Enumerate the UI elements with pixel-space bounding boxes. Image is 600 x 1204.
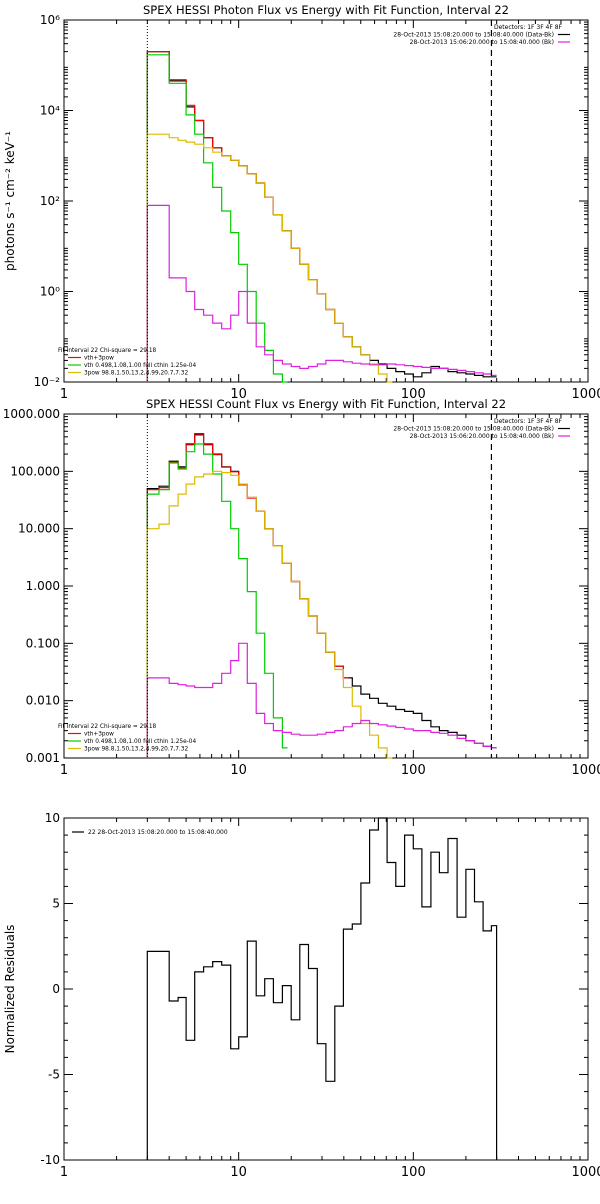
plot-frame	[63, 19, 589, 383]
y-tick-label: 0.001	[26, 751, 60, 765]
residual-legend-text: 22 28-Oct-2013 15:08:20.000 to 15:08:40.…	[88, 829, 228, 836]
legend-text: 28-Oct-2013 15:08:20.000 to 15:08:40.000…	[393, 426, 554, 433]
series-line-4	[146, 470, 393, 759]
y-axis-label: photons s⁻¹ cm⁻² keV⁻¹	[3, 131, 17, 271]
y-tick-label: 0.100	[26, 636, 60, 650]
y-tick-label: 5	[52, 897, 60, 911]
fit-legend-text: vth 0.498,1.08,1.00 full cthin 1.25e-04	[84, 363, 196, 369]
x-tick-label: 1000	[571, 387, 600, 402]
y-tick-label: 100.000	[10, 464, 60, 478]
x-tick-label: 10	[230, 387, 247, 402]
legend-text: Detectors: 1F 3F 4F 8F	[494, 24, 563, 31]
plot-frame	[63, 817, 589, 1161]
y-tick-label: 0.010	[26, 694, 60, 708]
y-tick-label: 10⁴	[40, 104, 60, 118]
y-tick-label: 10²	[40, 194, 60, 208]
chart-panel-3: Normalized Residuals 1 10 100 1000 -10 -5 0 5 10 2…	[3, 811, 600, 1180]
y-tick-label: 0	[52, 982, 60, 996]
x-tick-label: 1	[60, 763, 68, 778]
x-tick-label: 1	[60, 387, 68, 402]
fit-legend-text: 3pow 98.8,1.50,13.2,4.99,20.7,7.32	[84, 371, 188, 377]
series-line-4	[146, 133, 393, 383]
x-tick-label: 10	[230, 1165, 247, 1180]
series-line-2	[146, 434, 349, 758]
y-tick-label: 10⁻²	[34, 375, 61, 389]
y-tick-label: -5	[48, 1068, 60, 1082]
chart-title: SPEX HESSI Count Flux vs Energy with Fit…	[146, 397, 506, 411]
x-tick-label: 100	[401, 763, 426, 778]
legend-text: 28-Oct-2013 15:08:20.000 to 15:08:40.000…	[393, 32, 554, 39]
y-tick-label: 1.000	[26, 579, 60, 593]
y-axis-label: Normalized Residuals	[3, 925, 17, 1054]
series-line-5	[146, 642, 497, 758]
y-tick-label: 10⁶	[40, 13, 60, 27]
series-line-1	[146, 817, 498, 1160]
fit-legend-text: vth+3pow	[84, 356, 114, 362]
series-line-3	[146, 443, 288, 758]
x-tick-label: 10	[230, 763, 247, 778]
y-tick-label: 10	[45, 811, 60, 825]
chart-panel-1: SPEX HESSI Photon Flux vs Energy with Fi…	[3, 3, 600, 402]
series-line-5	[146, 204, 497, 382]
y-tick-label: 10.000	[18, 522, 60, 536]
legend-text: Detectors: 1F 3F 4F 8F	[494, 418, 563, 425]
x-tick-label: 1000	[571, 763, 600, 778]
chart-panel-2: SPEX HESSI Count Flux vs Energy with Fit…	[3, 397, 600, 778]
fit-legend-text: Fit Interval 22 Chi-square = 29.18	[58, 348, 157, 354]
x-tick-label: 1000	[571, 1165, 600, 1180]
y-tick-label: 10⁰	[40, 285, 60, 299]
chart-title: SPEX HESSI Photon Flux vs Energy with Fi…	[143, 3, 509, 17]
x-tick-label: 100	[401, 387, 426, 402]
series-line-3	[146, 54, 288, 383]
fit-legend-text: vth+3pow	[84, 732, 114, 738]
y-tick-label: 1000.000	[3, 407, 60, 421]
fit-legend-text: Fit Interval 22 Chi-square = 29.18	[58, 724, 157, 730]
fit-legend-text: vth 0.498,1.08,1.00 full cthin 1.25e-04	[84, 739, 196, 745]
series-line-2	[146, 51, 349, 382]
x-tick-label: 1	[60, 1165, 68, 1180]
series-line-1	[146, 433, 497, 758]
x-tick-label: 100	[401, 1165, 426, 1180]
legend-text: 28-Oct-2013 15:06:20.000 to 15:08:40.000…	[410, 39, 554, 46]
plot-frame	[63, 413, 589, 759]
legend-text: 28-Oct-2013 15:06:20.000 to 15:08:40.000…	[410, 433, 554, 440]
series-line-1	[146, 51, 497, 382]
y-tick-label: -10	[40, 1153, 60, 1167]
fit-legend-text: 3pow 98.8,1.50,13.2,4.99,20.7,7.32	[84, 747, 188, 753]
